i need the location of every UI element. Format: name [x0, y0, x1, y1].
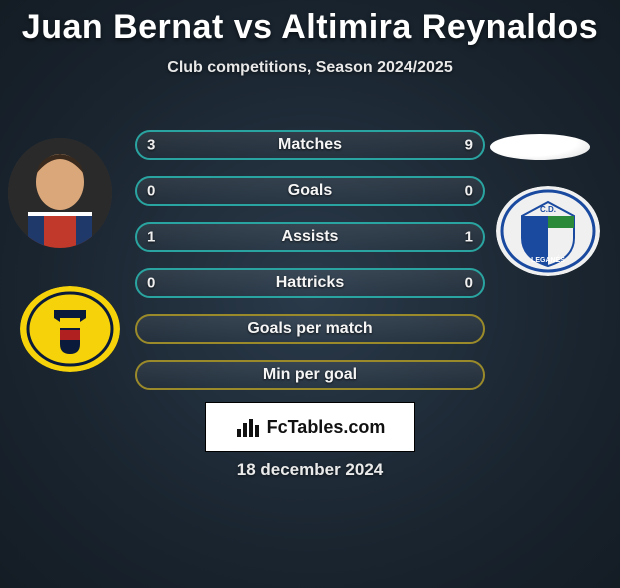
player1-photo — [8, 138, 112, 248]
logo-text: FcTables.com — [267, 417, 386, 438]
stat-row-goals: 0 Goals 0 — [135, 176, 485, 206]
stat-left-value: 3 — [147, 137, 155, 154]
stat-row-matches: 3 Matches 9 — [135, 130, 485, 160]
stat-label: Assists — [282, 228, 339, 246]
stat-label: Matches — [278, 136, 342, 154]
stat-right-value: 0 — [465, 275, 473, 292]
stat-left-value: 1 — [147, 229, 155, 246]
page-title: Juan Bernat vs Altimira Reynaldos — [0, 8, 620, 47]
subtitle: Club competitions, Season 2024/2025 — [0, 59, 620, 77]
club-crest-right: C.D. LEGANÉS — [496, 186, 600, 276]
stat-left-value: 0 — [147, 183, 155, 200]
stat-right-value: 1 — [465, 229, 473, 246]
svg-text:C.D.: C.D. — [540, 205, 556, 214]
stats-column: 3 Matches 9 0 Goals 0 1 Assists 1 0 Hattricks 0 Goal… — [135, 130, 485, 406]
infographic-date: 18 december 2024 — [0, 460, 620, 480]
club-crest-left — [20, 286, 120, 372]
stat-label: Goals — [288, 182, 332, 200]
stat-label: Goals per match — [247, 320, 372, 338]
player2-silhouette — [490, 134, 590, 160]
stat-right-value: 0 — [465, 183, 473, 200]
stat-row-assists: 1 Assists 1 — [135, 222, 485, 252]
stat-left-value: 0 — [147, 275, 155, 292]
stat-label: Min per goal — [263, 366, 357, 384]
stat-label: Hattricks — [276, 274, 344, 292]
svg-text:LEGANÉS: LEGANÉS — [531, 255, 565, 264]
fctables-logo: FcTables.com — [205, 402, 415, 452]
bar-chart-icon — [235, 415, 261, 439]
stat-row-min-per-goal: Min per goal — [135, 360, 485, 390]
stat-right-value: 9 — [465, 137, 473, 154]
stat-row-hattricks: 0 Hattricks 0 — [135, 268, 485, 298]
stat-row-goals-per-match: Goals per match — [135, 314, 485, 344]
